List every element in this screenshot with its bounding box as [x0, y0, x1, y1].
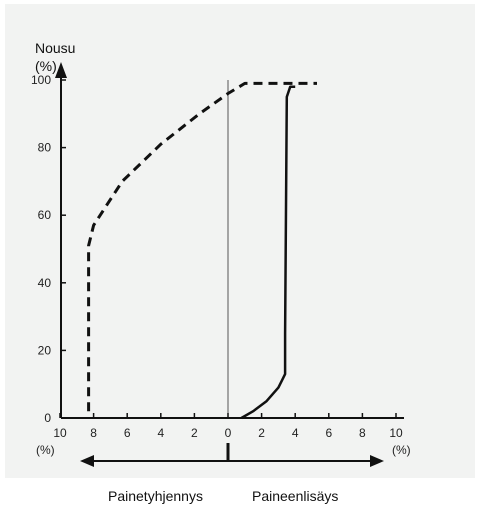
- series-line-pressure-release: [87, 81, 317, 412]
- y-axis-arrowhead: [55, 62, 67, 78]
- y-axis-title: Nousu: [35, 40, 75, 56]
- y-axis-unit: (%): [35, 58, 57, 74]
- y-tick-label: 60: [38, 208, 52, 222]
- x-tick-label-left: 4: [157, 426, 164, 440]
- right-arrowhead: [370, 455, 384, 467]
- x-tick-label-left: 2: [191, 426, 198, 440]
- x-tick-label-left: 10: [53, 426, 67, 440]
- x-tick-label-right: 8: [359, 426, 366, 440]
- y-tick-label: 0: [44, 411, 51, 425]
- x-unit-left: (%): [36, 443, 55, 457]
- x-tick-label-right: 2: [258, 426, 265, 440]
- label-pressure-release: Painetyhjennys: [108, 488, 203, 504]
- x-tick-label-right: 10: [389, 426, 403, 440]
- x-tick-label-right: 4: [292, 426, 299, 440]
- y-tick-label: 80: [38, 141, 52, 155]
- series-group: [87, 81, 317, 420]
- y-tick-label: 40: [38, 276, 52, 290]
- y-tick-label: 20: [38, 343, 52, 357]
- x-unit-right: (%): [392, 443, 411, 457]
- x-tick-label-left: 6: [124, 426, 131, 440]
- y-tick-group: 0 20 40 60 80 100: [31, 73, 66, 425]
- x-tick-label-left: 0: [225, 426, 232, 440]
- x-tick-group: 10 8 6 4 2 0 2 4 6 8 10: [53, 413, 403, 440]
- left-arrowhead: [80, 455, 94, 467]
- y-tick-label: 100: [31, 73, 51, 87]
- series-line-pressure-increase: [240, 85, 296, 420]
- chart-background-panel: [5, 4, 475, 478]
- x-tick-label-left: 8: [90, 426, 97, 440]
- x-tick-label-right: 6: [325, 426, 332, 440]
- label-pressure-increase: Paineenlisäys: [252, 488, 339, 504]
